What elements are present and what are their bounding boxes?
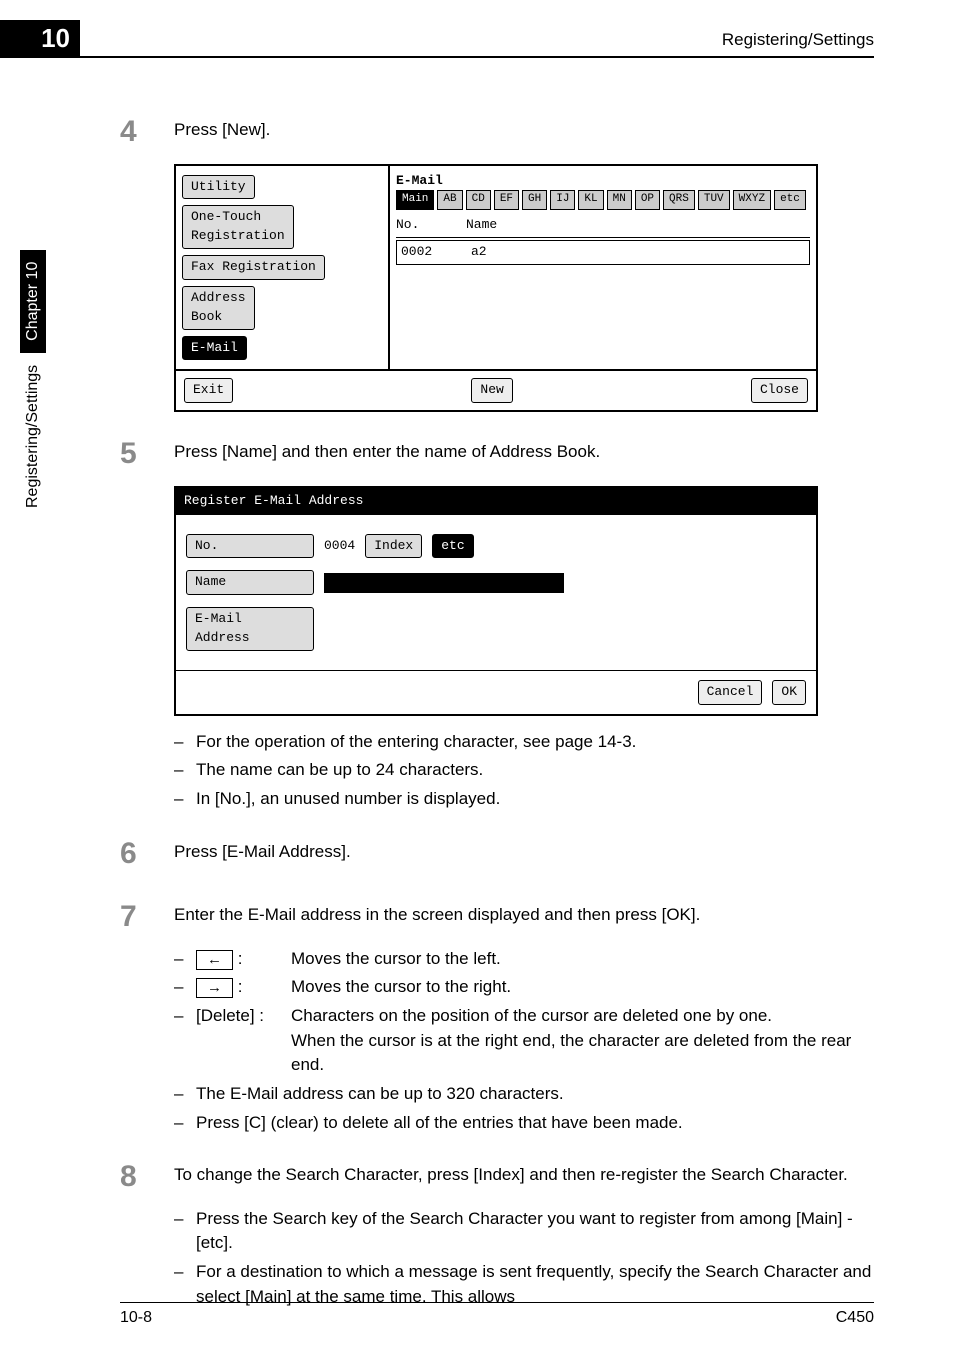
arrow-left-icon: ←: [196, 950, 233, 970]
step5-bullet-3: In [No.], an unused number is displayed.: [174, 787, 874, 812]
mock1-exit-button: Exit: [184, 378, 233, 403]
step8-bullet-1: Press the Search key of the Search Chara…: [174, 1207, 874, 1256]
step7-email-len: The E-Mail address can be up to 320 char…: [174, 1082, 874, 1107]
mock2-index-label: Index: [365, 534, 422, 559]
mock1-new-button: New: [471, 378, 512, 403]
chapter-number-badge: 10: [0, 20, 80, 56]
arrow-right-desc: Moves the cursor to the right.: [291, 975, 874, 1000]
register-email-screenshot: Register E-Mail Address No. 0004 Index e…: [174, 486, 818, 716]
step-8-number: 8: [120, 1155, 174, 1199]
mock1-tab: CD: [466, 190, 491, 210]
mock1-col-name: Name: [466, 216, 497, 235]
step7-clear: Press [C] (clear) to delete all of the e…: [174, 1111, 874, 1136]
mock1-row-name: a2: [471, 243, 487, 262]
mock1-utility: Utility: [182, 175, 255, 200]
mock1-tab-main: Main: [396, 190, 434, 210]
mock1-onetouch: One-Touch Registration: [182, 205, 294, 249]
mock1-tab: QRS: [663, 190, 695, 210]
footer-left: 10-8: [120, 1309, 152, 1327]
mock1-address: Address Book: [182, 286, 255, 330]
mock1-tab: KL: [578, 190, 603, 210]
step-6-text: Press [E-Mail Address].: [174, 832, 874, 876]
side-tab-plain: Registering/Settings: [20, 353, 46, 520]
mock1-tabstrip: Main AB CD EF GH IJ KL MN OP QRS TUV WXY…: [396, 190, 810, 210]
footer-right: C450: [836, 1309, 874, 1327]
step-4-text: Press [New].: [174, 110, 874, 154]
mock1-close-button: Close: [751, 378, 808, 403]
arrow-right-icon: →: [196, 978, 233, 998]
mock2-ok-button: OK: [772, 680, 806, 705]
mock2-no-label: No.: [186, 534, 314, 559]
step-5-text: Press [Name] and then enter the name of …: [174, 432, 874, 476]
header-right: Registering/Settings: [722, 30, 874, 50]
mock2-name-field: [324, 573, 564, 593]
step5-bullet-1: For the operation of the entering charac…: [174, 730, 874, 755]
mock2-email-label: E-Mail Address: [186, 607, 314, 651]
step-7-text: Enter the E-Mail address in the screen d…: [174, 895, 874, 939]
step7-arrow-left: ← : Moves the cursor to the left.: [174, 947, 874, 972]
mock2-title: Register E-Mail Address: [176, 488, 816, 515]
mock1-tab: etc: [774, 190, 806, 210]
delete-text-2: When the cursor is at the right end, the…: [291, 1031, 851, 1075]
delete-text-1: Characters on the position of the cursor…: [291, 1006, 772, 1025]
mock1-tab: EF: [494, 190, 519, 210]
mock1-tab: IJ: [550, 190, 575, 210]
step-5-bullets: For the operation of the entering charac…: [120, 730, 874, 812]
delete-label: [Delete] :: [196, 1004, 291, 1029]
mock1-tab: MN: [607, 190, 632, 210]
mock1-col-no: No.: [396, 216, 446, 235]
arrow-left-desc: Moves the cursor to the left.: [291, 947, 874, 972]
mock1-tab: TUV: [698, 190, 730, 210]
email-list-screenshot: Utility One-Touch Registration Fax Regis…: [174, 164, 818, 413]
side-tab-black: Chapter 10: [20, 250, 46, 353]
step-8: 8 To change the Search Character, press …: [120, 1155, 874, 1199]
step-6-number: 6: [120, 832, 174, 876]
mock2-name-label: Name: [186, 570, 314, 595]
mock1-email: E-Mail: [182, 336, 247, 361]
step-7: 7 Enter the E-Mail address in the screen…: [120, 895, 874, 939]
step-6: 6 Press [E-Mail Address].: [120, 832, 874, 876]
step-5: 5 Press [Name] and then enter the name o…: [120, 432, 874, 476]
step-8-bullets: Press the Search key of the Search Chara…: [120, 1207, 874, 1310]
mock1-tab: AB: [437, 190, 462, 210]
step-4: 4 Press [New].: [120, 110, 874, 154]
step-4-number: 4: [120, 110, 174, 154]
mock2-cancel-button: Cancel: [698, 680, 763, 705]
mock2-no-value: 0004: [324, 537, 355, 556]
mock1-row-no: 0002: [401, 243, 451, 262]
side-tab: Registering/Settings Chapter 10: [20, 250, 46, 520]
step5-bullet-2: The name can be up to 24 characters.: [174, 758, 874, 783]
step7-delete: [Delete] : Characters on the position of…: [174, 1004, 874, 1078]
mock2-etc-label: etc: [432, 534, 473, 559]
step-7-bullets: ← : Moves the cursor to the left. → : Mo…: [120, 947, 874, 1135]
step-8-text: To change the Search Character, press [I…: [174, 1155, 874, 1199]
mock1-title: E-Mail: [396, 172, 810, 191]
mock1-faxreg: Fax Registration: [182, 255, 325, 280]
mock1-tab: OP: [635, 190, 660, 210]
step-7-number: 7: [120, 895, 174, 939]
page-footer: 10-8 C450: [120, 1302, 874, 1327]
mock1-tab: WXYZ: [733, 190, 771, 210]
mock1-tab: GH: [522, 190, 547, 210]
step7-arrow-right: → : Moves the cursor to the right.: [174, 975, 874, 1000]
header-rule: [0, 56, 874, 58]
step-5-number: 5: [120, 432, 174, 476]
